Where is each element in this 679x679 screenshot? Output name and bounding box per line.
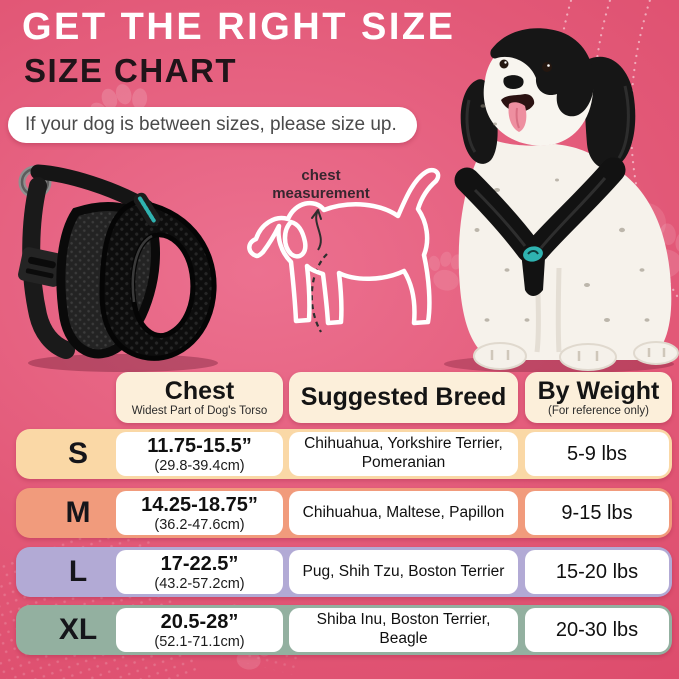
measurement-dashed-line <box>310 253 328 333</box>
column-sublabel: Widest Part of Dog's Torso <box>131 405 268 418</box>
chest-loop <box>99 199 217 361</box>
dog-paws <box>473 341 679 371</box>
harness-shadow <box>28 354 218 372</box>
chest-inches: 11.75-15.5” <box>147 434 252 457</box>
chest-cm: (52.1-71.1cm) <box>154 633 245 650</box>
column-label: Chest <box>164 376 235 405</box>
chest-cell: 17-22.5” (43.2-57.2cm) <box>116 550 283 594</box>
chest-cell: 11.75-15.5” (29.8-39.4cm) <box>116 432 283 476</box>
dog-head-patch <box>490 28 594 117</box>
weight-cell: 9-15 lbs <box>525 491 669 535</box>
top-strap <box>30 164 154 215</box>
chest-cell: 14.25-18.75” (36.2-47.6cm) <box>116 491 283 535</box>
dog-nose <box>503 75 524 89</box>
dog-left-eye <box>499 59 509 69</box>
breed-cell: Chihuahua, Yorkshire Terrier, Pomeranian <box>289 432 518 476</box>
sizing-note-banner: If your dog is between sizes, please siz… <box>8 107 417 143</box>
chest-cm: (43.2-57.2cm) <box>154 575 245 592</box>
chest-measurement-diagram: chest measurement <box>247 167 441 333</box>
breed-cell: Chihuahua, Maltese, Papillon <box>289 491 518 535</box>
weight-cell: 5-9 lbs <box>525 432 669 476</box>
dog-body <box>458 138 672 360</box>
size-label: S <box>67 437 88 470</box>
chest-inches: 20.5-28” <box>160 610 239 633</box>
column-header-weight: By Weight (For reference only) <box>525 372 672 423</box>
page-subtitle: SIZE CHART <box>24 52 237 89</box>
size-label: M <box>65 496 91 529</box>
dog-right-eye <box>542 62 552 72</box>
column-label: By Weight <box>537 376 660 405</box>
table-row-xl: XL 20.5-28” (52.1-71.1cm) Shiba Inu, Bos… <box>16 605 672 655</box>
column-header-chest: Chest Widest Part of Dog's Torso <box>116 372 283 423</box>
chest-cm: (29.8-39.4cm) <box>154 457 245 474</box>
chest-cell: 20.5-28” (52.1-71.1cm) <box>116 608 283 652</box>
column-sublabel: (For reference only) <box>548 405 649 418</box>
chest-inches: 14.25-18.75” <box>141 493 258 516</box>
brand-tag <box>133 192 161 227</box>
table-row-l: L 17-22.5” (43.2-57.2cm) Pug, Shih Tzu, … <box>16 547 672 597</box>
dog-outline <box>247 167 441 326</box>
dog-harness <box>454 157 626 296</box>
table-row-m: M 14.25-18.75” (36.2-47.6cm) Chihuahua, … <box>16 488 672 538</box>
dog-right-ear <box>584 56 636 169</box>
measurement-arrow <box>311 209 322 251</box>
size-label: XL <box>58 613 98 646</box>
table-row-s: S 11.75-15.5” (29.8-39.4cm) Chihuahua, Y… <box>16 429 672 479</box>
breed-cell: Shiba Inu, Boston Terrier, Beagle <box>289 608 518 652</box>
column-header-breed: Suggested Breed <box>289 372 518 423</box>
chest-inches: 17-22.5” <box>160 552 239 575</box>
page-title: GET THE RIGHT SIZE <box>22 6 456 48</box>
side-strap <box>22 177 75 359</box>
harness-product-image <box>18 164 218 372</box>
dog-photo <box>444 28 679 372</box>
size-label: L <box>68 555 88 588</box>
measurement-label-line2: measurement <box>272 185 370 202</box>
column-label: Suggested Breed <box>300 383 507 412</box>
harness-badge <box>523 246 543 262</box>
weight-cell: 15-20 lbs <box>525 550 669 594</box>
chest-cm: (36.2-47.6cm) <box>154 516 245 533</box>
weight-cell: 20-30 lbs <box>525 608 669 652</box>
strap-buckle <box>18 247 64 287</box>
breed-cell: Pug, Shih Tzu, Boston Terrier <box>289 550 518 594</box>
dotted-arc-pattern <box>555 0 679 317</box>
measurement-label-line1: chest <box>301 167 340 184</box>
